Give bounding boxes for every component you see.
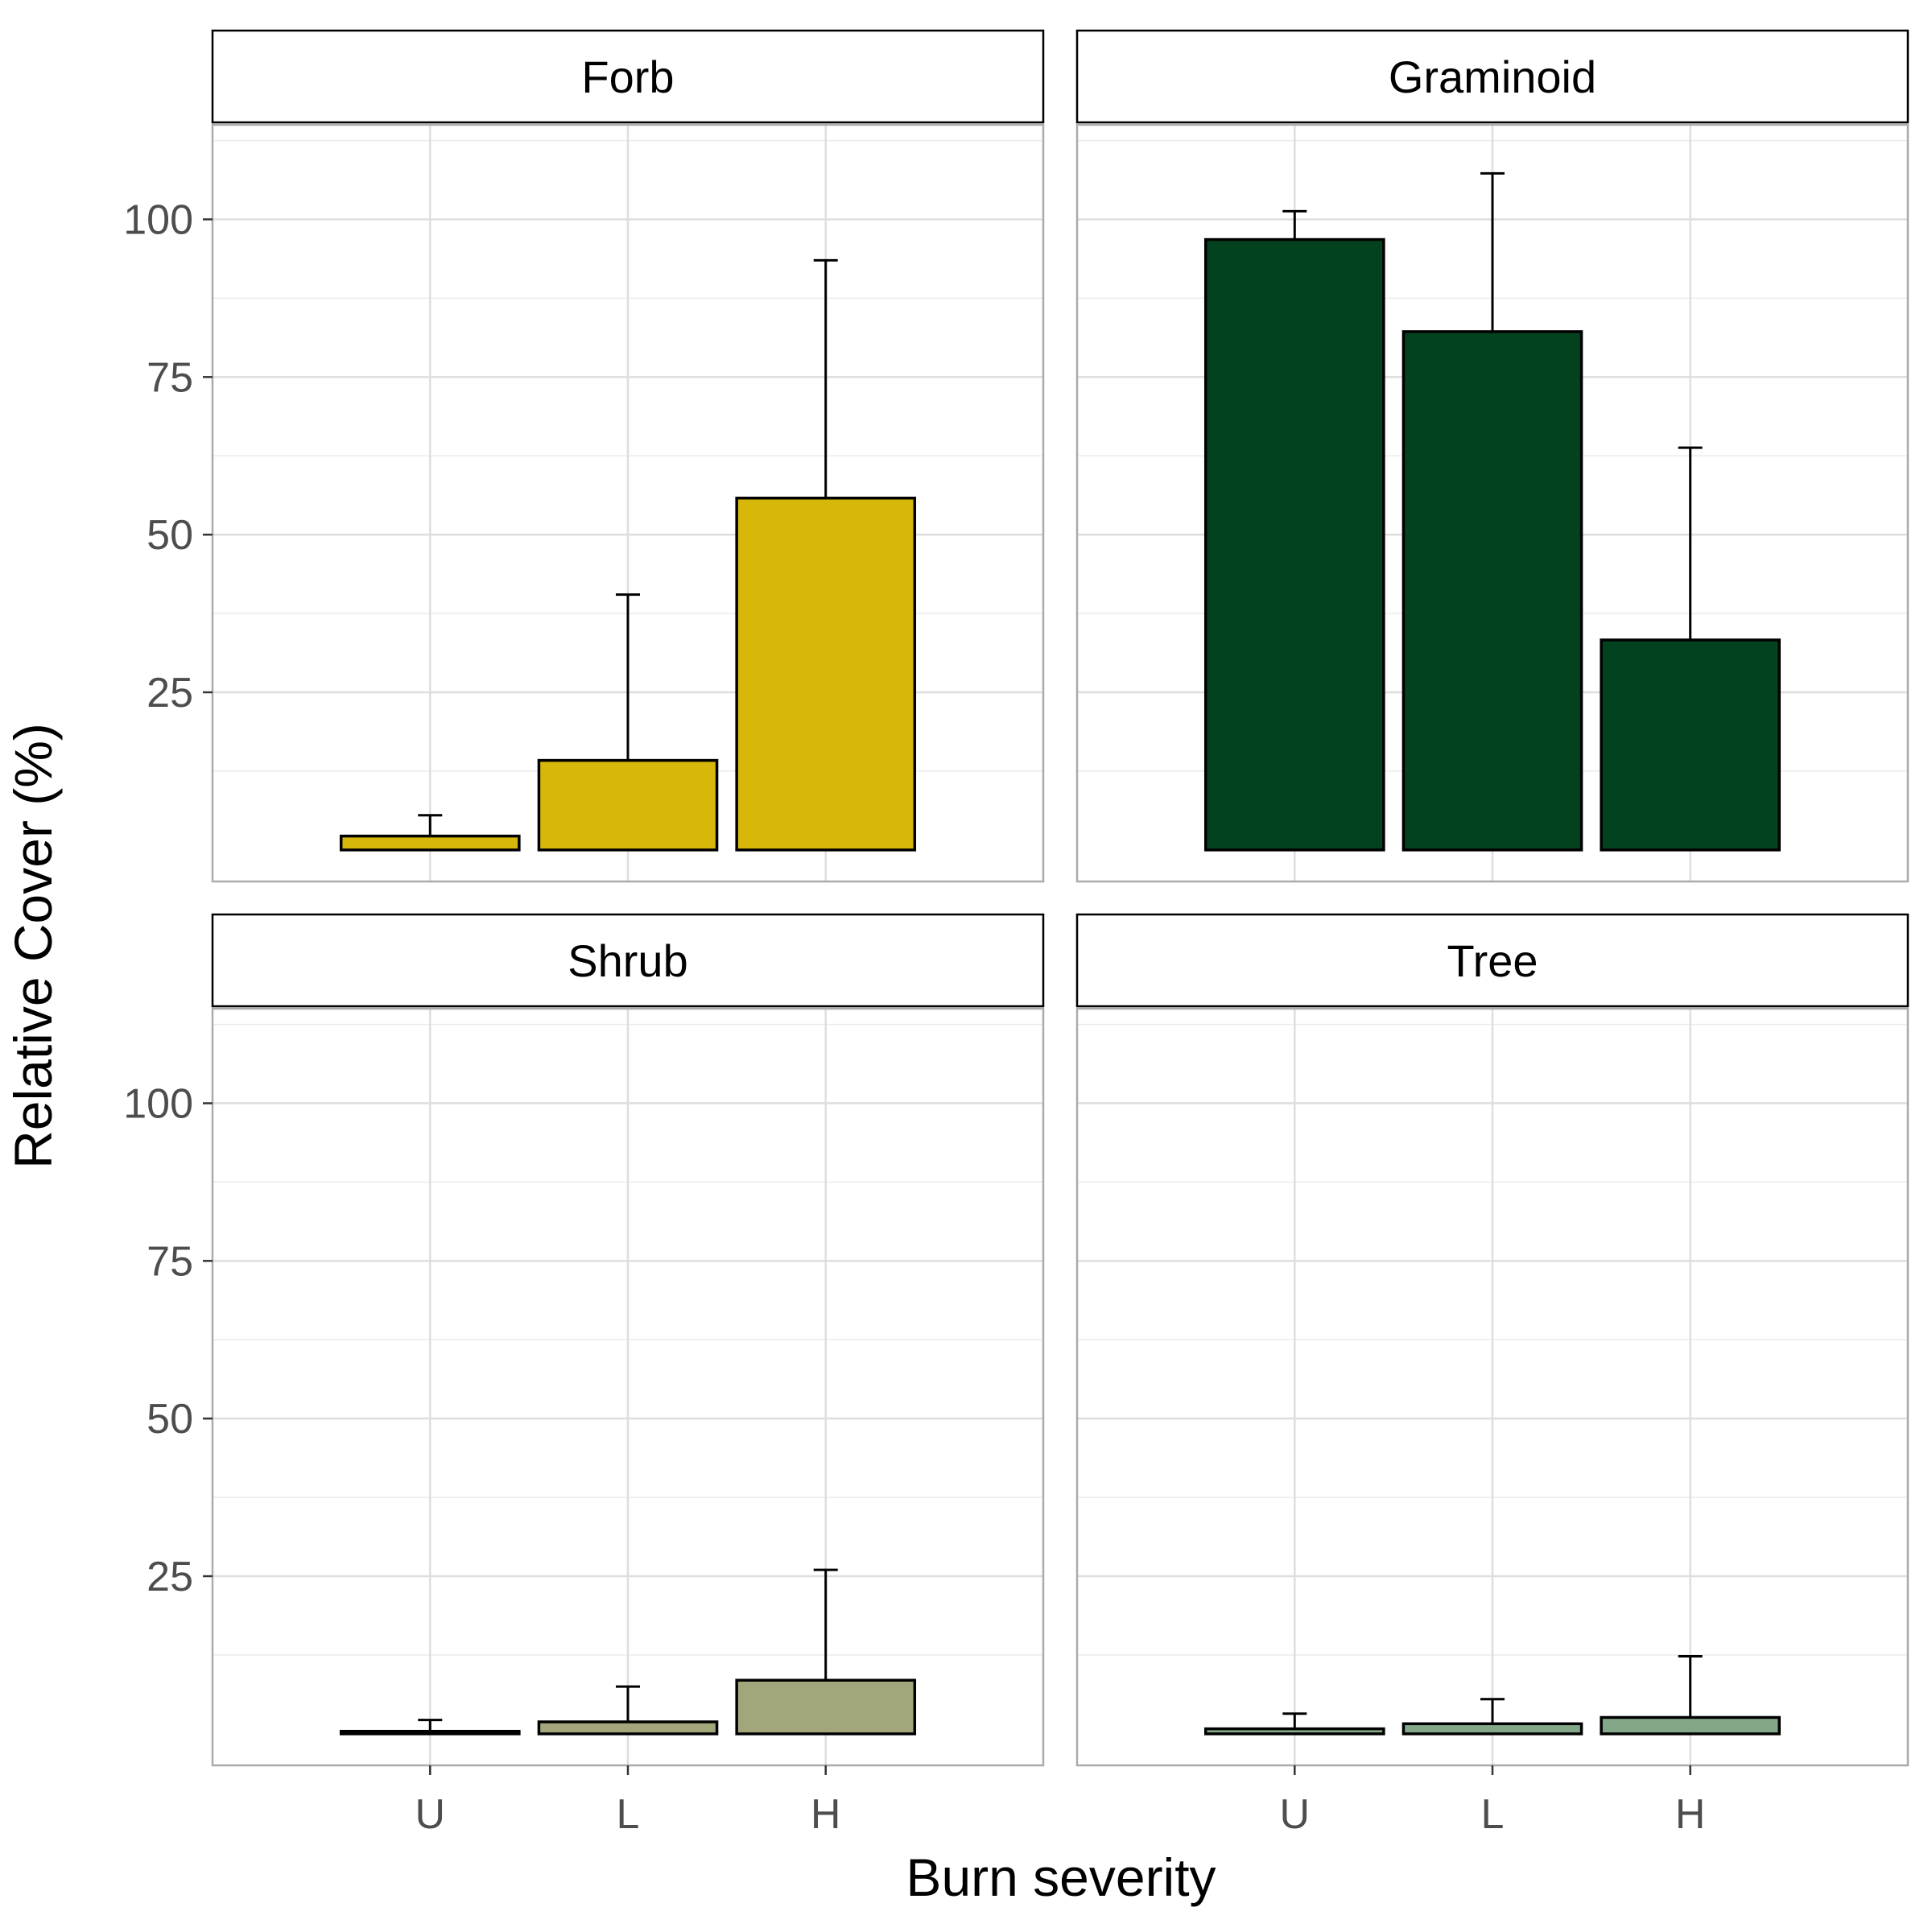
facet-strip [211, 913, 1045, 1008]
panel-border [1075, 123, 1909, 883]
facet-panel-tree: Tree U L H [1075, 913, 1909, 1838]
y-tick-label: 25 [147, 1554, 193, 1600]
panel-border [211, 123, 1045, 883]
bar-shrub-U [339, 1729, 521, 1736]
facet-strip-label: Tree [1447, 935, 1538, 986]
facet-panel-forb: Forb 25 50 75 100 [123, 29, 1045, 883]
y-tick-label: 75 [147, 1238, 193, 1285]
x-tick-label: L [617, 1791, 640, 1838]
facet-strip-label: Shrub [568, 935, 687, 986]
y-axis-title: Relative Cover (%) [3, 723, 63, 1169]
bar-tree-U [1203, 1727, 1385, 1736]
x-tick-label: H [811, 1791, 841, 1838]
facet-panel-shrub: Shrub 25 50 75 100 U L H [123, 913, 1045, 1838]
y-tick-label: 50 [147, 512, 193, 559]
facet-panel-graminoid: Graminoid [1075, 29, 1909, 883]
facet-strip-label: Forb [581, 52, 674, 102]
bar-forb-U [339, 834, 521, 852]
bar-shrub-H [735, 1678, 917, 1736]
bar-graminoid-U [1203, 237, 1385, 852]
bar-graminoid-L [1402, 330, 1583, 852]
bar-graminoid-H [1600, 638, 1781, 852]
bar-forb-L [537, 758, 719, 852]
facet-strip [1075, 29, 1909, 124]
x-axis-title: Burn severity [906, 1847, 1216, 1907]
y-tick-label: 100 [123, 197, 193, 244]
facet-strip [1075, 913, 1909, 1008]
facet-strip [211, 29, 1045, 124]
bar-tree-H [1600, 1715, 1781, 1736]
bar-shrub-L [537, 1720, 719, 1736]
y-tick-label: 25 [147, 670, 193, 716]
y-tick-label: 100 [123, 1081, 193, 1128]
bar-forb-H [735, 496, 917, 852]
y-tick-label: 50 [147, 1396, 193, 1443]
x-tick-label: U [1280, 1791, 1311, 1838]
y-tick-label: 75 [147, 354, 193, 401]
x-tick-label: H [1675, 1791, 1706, 1838]
facet-strip-label: Graminoid [1389, 52, 1596, 102]
x-tick-label: U [415, 1791, 446, 1838]
x-tick-label: L [1481, 1791, 1505, 1838]
bar-tree-L [1402, 1722, 1583, 1736]
